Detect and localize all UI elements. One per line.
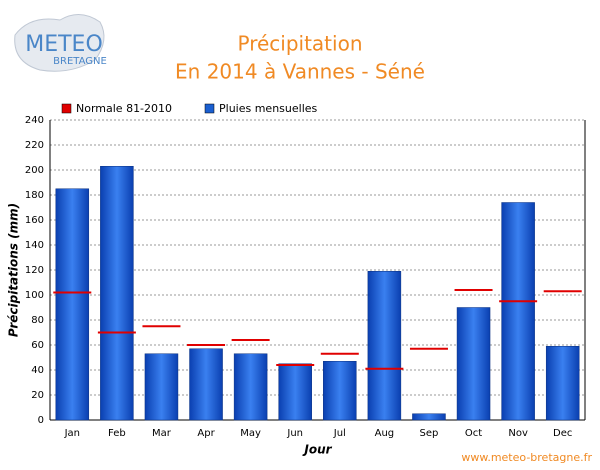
bar bbox=[501, 202, 535, 421]
logo-text: METEO bbox=[25, 32, 103, 57]
chart-subtitle: En 2014 à Vannes - Séné bbox=[175, 60, 425, 84]
bar bbox=[100, 166, 134, 421]
chart-title: Précipitation bbox=[237, 32, 362, 56]
legend-label: Normale 81-2010 bbox=[76, 102, 172, 115]
legend-label: Pluies mensuelles bbox=[219, 102, 318, 115]
source: www.meteo-bretagne.fr bbox=[461, 451, 592, 464]
x-tick-label: Jul bbox=[333, 428, 346, 439]
bar bbox=[189, 348, 223, 421]
y-tick-label: 0 bbox=[38, 415, 44, 426]
x-tick-label: Dec bbox=[553, 428, 572, 439]
bar bbox=[545, 346, 580, 421]
y-tick-label: 140 bbox=[25, 240, 44, 251]
x-tick-label: Sep bbox=[420, 428, 439, 439]
x-tick-label: May bbox=[240, 428, 261, 439]
x-tick-label: Nov bbox=[508, 428, 528, 439]
legend-swatch bbox=[204, 103, 215, 114]
y-tick-label: 60 bbox=[31, 340, 44, 351]
x-axis-title: Jour bbox=[302, 443, 332, 457]
y-tick-label: 240 bbox=[25, 115, 44, 126]
y-tick-label: 120 bbox=[25, 265, 44, 276]
x-tick-label: Apr bbox=[197, 428, 215, 439]
bar bbox=[367, 271, 402, 421]
x-tick-label: Aug bbox=[375, 428, 395, 439]
y-tick-label: 220 bbox=[25, 140, 44, 151]
x-tick-label: Oct bbox=[465, 428, 482, 439]
logo-shape bbox=[14, 14, 105, 72]
x-tick-label: Jan bbox=[64, 428, 80, 439]
legend-swatch bbox=[61, 103, 72, 114]
y-tick-label: 160 bbox=[25, 215, 44, 226]
logo-text: BRETAGNE bbox=[53, 56, 107, 67]
x-tick-label: Mar bbox=[152, 428, 172, 439]
y-tick-label: 20 bbox=[31, 390, 44, 401]
y-tick-label: 80 bbox=[31, 315, 44, 326]
bar bbox=[278, 363, 312, 421]
bar bbox=[323, 361, 357, 421]
x-tick-label: Jun bbox=[286, 428, 303, 439]
y-tick-label: 180 bbox=[25, 190, 44, 201]
bar bbox=[55, 188, 90, 421]
y-axis-title: Précipitations (mm) bbox=[7, 203, 21, 337]
bar bbox=[412, 413, 446, 421]
bar bbox=[456, 307, 491, 421]
y-tick-label: 40 bbox=[31, 365, 44, 376]
bar bbox=[144, 353, 179, 421]
bar bbox=[233, 353, 268, 421]
y-tick-label: 200 bbox=[25, 165, 44, 176]
y-tick-label: 100 bbox=[25, 290, 44, 301]
x-tick-label: Feb bbox=[108, 428, 126, 439]
